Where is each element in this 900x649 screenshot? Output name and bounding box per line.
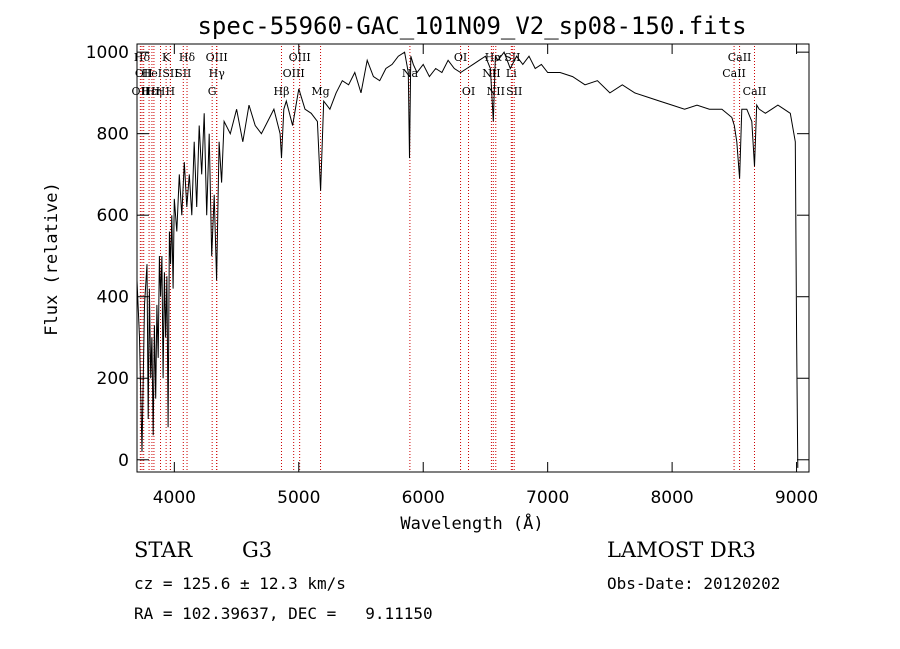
spectrum-series	[136, 51, 799, 468]
line-marker-label: CaII	[728, 51, 752, 64]
line-marker-label: G	[208, 85, 217, 98]
plot-frame	[136, 43, 810, 473]
line-marker-label: Hδ	[134, 51, 151, 64]
line-marker-label: Hε	[141, 85, 157, 98]
spectrum-line	[136, 51, 799, 468]
line-marker-label: OII	[132, 85, 150, 98]
y-axis-ticks: 0 200 400 600 800 1000	[86, 43, 809, 471]
line-marker-label: CaII	[743, 85, 767, 98]
x-tick-label: 9000	[775, 488, 818, 508]
line-marker-label: OI	[462, 85, 475, 98]
line-marker-label: Mg	[311, 85, 329, 98]
line-marker-label: NII	[487, 85, 505, 98]
survey-name: LAMOST DR3	[607, 538, 756, 562]
line-marker-label: Hη	[146, 85, 162, 98]
y-tick-label: 800	[97, 125, 129, 145]
x-axis-label: Wavelength (Å)	[400, 512, 543, 534]
coordinates: RA = 102.39637, DEC = 9.11150	[134, 604, 433, 623]
line-marker-label: HeI	[142, 67, 162, 80]
line-marker-label: OIII	[206, 51, 228, 64]
x-tick-label: 7000	[526, 488, 569, 508]
line-marker-label: K	[162, 51, 171, 64]
y-tick-label: 200	[97, 369, 129, 389]
line-marker-label: SII	[506, 85, 522, 98]
line-marker-label: OI	[454, 51, 467, 64]
observation-date: Obs-Date: 20120202	[607, 574, 781, 593]
line-marker-label: OII	[135, 67, 153, 80]
redshift-cz: cz = 125.6 ± 12.3 km/s	[134, 574, 346, 593]
object-class: STAR	[134, 538, 193, 562]
x-tick-label: 5000	[277, 488, 320, 508]
chart-title: spec-55960-GAC_101N09_V2_sp08-150.fits	[197, 12, 746, 40]
line-marker-label: H	[166, 85, 176, 98]
line-marker-label: CaII	[722, 67, 746, 80]
x-tick-label: 8000	[650, 488, 693, 508]
y-tick-label: 400	[97, 288, 129, 308]
line-marker-label: OIII	[283, 67, 305, 80]
line-marker-label: H	[156, 85, 166, 98]
x-tick-label: 6000	[402, 488, 445, 508]
line-marker-label: Li	[506, 67, 517, 80]
line-marker-label: SII	[504, 51, 520, 64]
y-tick-label: 600	[97, 206, 129, 226]
line-marker-label: OIII	[289, 51, 311, 64]
line-marker-label: SII	[175, 67, 191, 80]
x-tick-label: 4000	[153, 488, 196, 508]
y-tick-label: 1000	[86, 43, 129, 63]
line-marker-label: Hδ	[179, 51, 196, 64]
y-axis-label: Flux (relative)	[42, 182, 62, 336]
line-marker-label: Hγ	[209, 67, 226, 80]
object-subclass: G3	[242, 538, 273, 562]
y-tick-label: 0	[118, 451, 129, 471]
x-axis-ticks: 4000 5000 6000 7000 8000 9000	[153, 44, 818, 508]
line-marker-label: Hβ	[274, 85, 290, 98]
